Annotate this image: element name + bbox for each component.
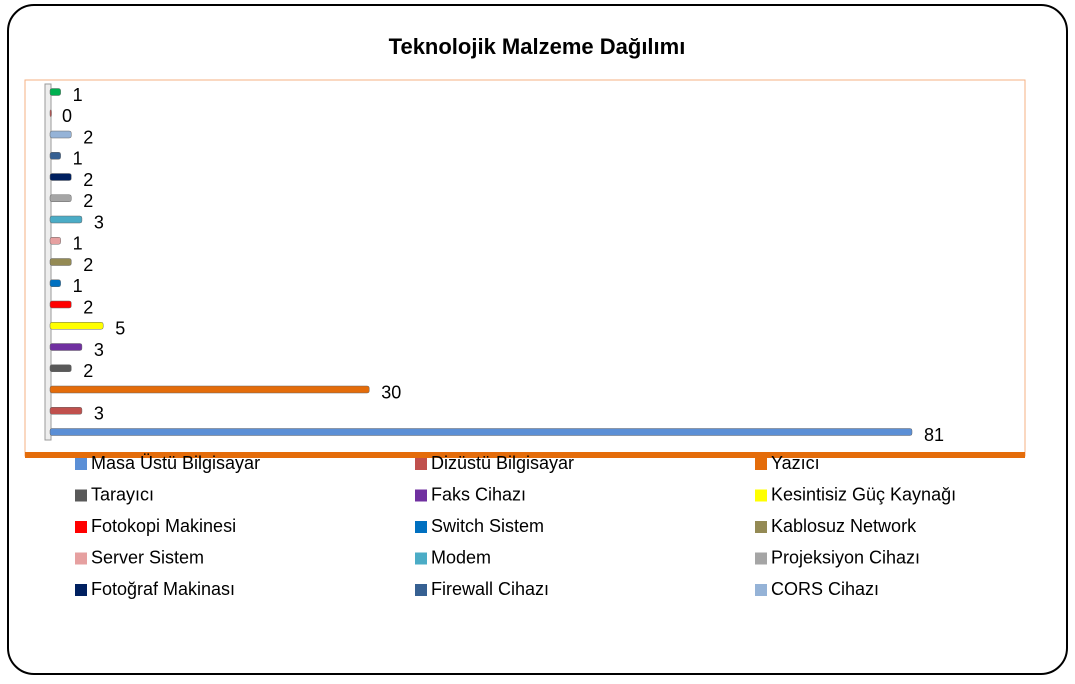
plot-area — [24, 79, 1026, 457]
legend-label: Switch Sistem — [431, 516, 544, 536]
bar — [49, 364, 72, 372]
data-label: 1 — [73, 85, 83, 105]
legend-label: Kesintisiz Güç Kaynağı — [771, 484, 956, 504]
bar — [49, 215, 83, 224]
legend-label: CORS Cihazı — [771, 579, 879, 599]
legend-label: Kablosuz Network — [771, 516, 917, 536]
data-label: 1 — [73, 276, 83, 296]
bar — [49, 428, 913, 436]
legend-label: Server Sistem — [91, 547, 204, 567]
plot-shadow — [25, 452, 1025, 458]
legend-swatch — [415, 584, 427, 596]
bar — [49, 258, 72, 266]
bar — [49, 322, 104, 330]
data-label: 3 — [94, 404, 104, 424]
data-label: 81 — [924, 425, 944, 445]
bar — [49, 385, 370, 394]
legend-label: Yazıcı — [771, 453, 820, 473]
legend-swatch — [75, 521, 87, 533]
bar — [49, 343, 83, 351]
data-label: 2 — [83, 297, 93, 317]
legend-swatch — [415, 489, 427, 502]
data-label: 30 — [381, 382, 401, 402]
legend-swatch — [755, 458, 767, 470]
legend-swatch — [415, 521, 427, 533]
legend-label: Firewall Cihazı — [431, 579, 549, 599]
data-label: 5 — [115, 319, 125, 339]
legend-swatch — [755, 489, 767, 502]
legend-label: Modem — [431, 547, 491, 567]
legend-swatch — [755, 521, 767, 533]
legend-swatch — [75, 552, 87, 565]
legend-label: Masa Üstü Bilgisayar — [91, 453, 260, 473]
bar — [49, 237, 61, 245]
legend-label: Faks Cihazı — [431, 484, 526, 504]
bar — [49, 130, 72, 139]
bar — [49, 88, 61, 96]
data-label: 3 — [94, 340, 104, 360]
bar — [49, 152, 61, 160]
chart-title: Teknolojik Malzeme Dağılımı — [389, 34, 686, 59]
legend-swatch — [415, 458, 427, 470]
bar — [49, 300, 72, 309]
legend-swatch — [415, 552, 427, 565]
legend-label: Tarayıcı — [91, 484, 154, 504]
bar — [49, 407, 83, 415]
data-label: 2 — [83, 170, 93, 190]
legend-swatch — [755, 584, 767, 596]
legend-swatch — [75, 458, 87, 470]
bar — [49, 194, 72, 202]
bar — [49, 173, 72, 181]
data-label: 2 — [83, 127, 93, 147]
bar — [49, 279, 61, 287]
data-label: 1 — [73, 149, 83, 169]
data-label: 2 — [83, 361, 93, 381]
data-label: 2 — [83, 191, 93, 211]
legend-swatch — [755, 552, 767, 565]
legend-label: Fotokopi Makinesi — [91, 516, 236, 536]
legend-label: Dizüstü Bilgisayar — [431, 453, 574, 473]
legend-swatch — [75, 489, 87, 502]
legend-label: Projeksiyon Cihazı — [771, 547, 920, 567]
legend-label: Fotoğraf Makinası — [91, 579, 235, 599]
data-label: 3 — [94, 212, 104, 232]
data-label: 0 — [62, 106, 72, 126]
data-label: 2 — [83, 255, 93, 275]
bar — [49, 109, 52, 117]
legend-swatch — [75, 584, 87, 596]
data-label: 1 — [73, 234, 83, 254]
